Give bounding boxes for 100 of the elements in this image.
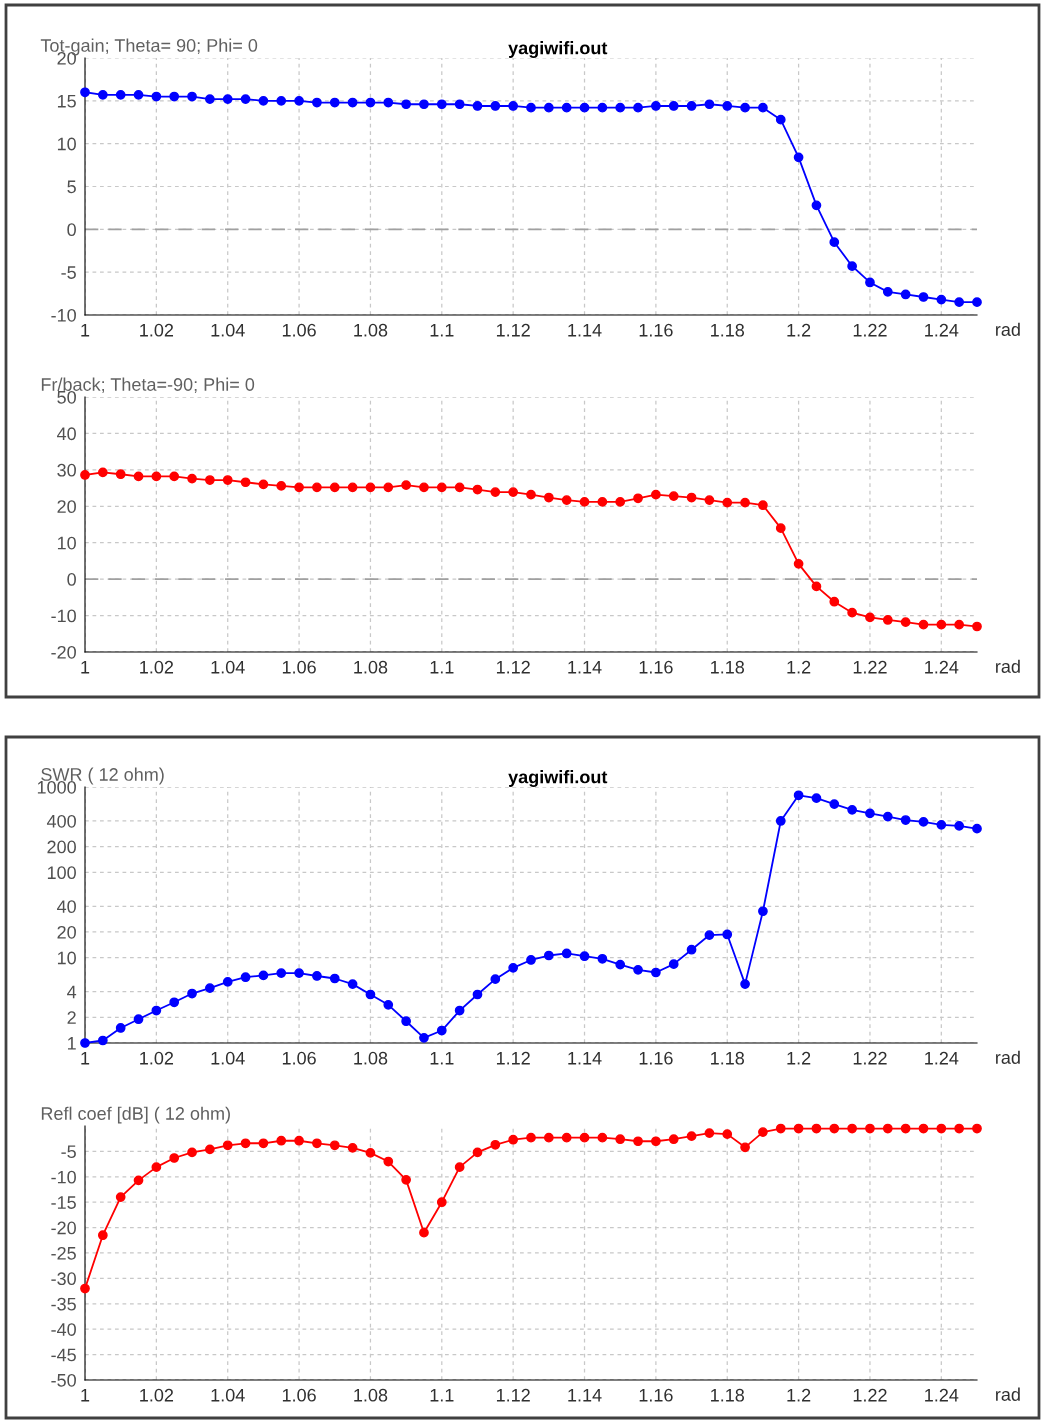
x-tick-label: 1.14 [568, 661, 602, 674]
point [829, 237, 840, 248]
point [633, 1136, 643, 1147]
x-tick-label: 1.12 [496, 323, 530, 337]
point [775, 816, 786, 826]
point [365, 989, 376, 1000]
x-tick-label: 1.24 [925, 660, 959, 674]
point [151, 471, 162, 482]
point [97, 1230, 108, 1241]
point [651, 489, 661, 500]
point [258, 479, 269, 490]
point [579, 951, 590, 962]
x-tick-label: 1.08 [354, 660, 388, 674]
point [205, 475, 215, 485]
point [686, 944, 697, 955]
point [900, 289, 911, 300]
x-tick-label: 1.04 [211, 1051, 245, 1065]
point [651, 967, 661, 978]
x-tick-label: 1.22 [853, 1388, 887, 1402]
y-tick-label: -25 [51, 1246, 76, 1260]
point [972, 297, 982, 308]
point [115, 469, 126, 480]
point [133, 1175, 144, 1186]
x-tick-label: 1.16 [639, 1388, 673, 1402]
y-tick-label: -30 [51, 1272, 76, 1286]
y-tick-label: 0 [67, 223, 76, 237]
point [615, 497, 626, 507]
y-tick-label: 40 [57, 427, 76, 441]
point [472, 989, 483, 1000]
y-tick-label: 30 [57, 463, 76, 477]
point [312, 97, 322, 108]
y-tick-label: -35 [51, 1297, 76, 1311]
point [847, 261, 857, 272]
y-tick-label: 200 [47, 840, 76, 854]
point [865, 1123, 875, 1134]
x-tick-label: 1.14 [568, 324, 602, 337]
point [597, 1132, 608, 1143]
y-tick-label: -10 [51, 1170, 76, 1184]
point [187, 91, 197, 102]
point [918, 619, 929, 630]
point [936, 820, 947, 830]
point [436, 1197, 447, 1208]
point [758, 500, 768, 511]
y-tick-label: 15 [57, 94, 76, 108]
point [80, 470, 90, 480]
point [615, 959, 626, 970]
x-axis-title: rad [996, 659, 1020, 673]
y-tick-label: 100 [47, 866, 76, 880]
point [954, 297, 965, 308]
point [704, 495, 715, 505]
x-axis-title: rad [996, 1387, 1020, 1401]
point [793, 152, 804, 163]
point [579, 497, 590, 507]
point [347, 482, 358, 493]
point [294, 968, 304, 978]
point [187, 988, 197, 999]
point [240, 94, 251, 104]
y-tick-label: -50 [51, 1373, 76, 1387]
point [419, 482, 429, 493]
point [829, 799, 840, 809]
x-tick-label: 1.24 [925, 1388, 959, 1402]
y-tick-label: 10 [57, 951, 76, 965]
point [383, 97, 394, 108]
point [704, 930, 715, 940]
point [187, 473, 197, 484]
point [918, 817, 929, 827]
point [758, 102, 768, 113]
point [436, 99, 447, 110]
point [972, 1123, 982, 1134]
point [294, 482, 304, 493]
point [347, 97, 358, 108]
point [258, 95, 269, 106]
point [472, 484, 483, 495]
y-tick-label: -20 [51, 1221, 76, 1235]
point [740, 497, 750, 508]
point [633, 102, 643, 113]
point [668, 1134, 679, 1145]
point [918, 292, 929, 302]
point [918, 1123, 929, 1134]
point [740, 102, 750, 113]
x-tick-label: 1 [81, 661, 90, 674]
point [847, 607, 857, 618]
x-tick-label: 1.2 [787, 660, 811, 674]
point [97, 467, 108, 478]
point [900, 617, 911, 627]
x-tick-label: 1.16 [639, 660, 673, 674]
point [169, 91, 180, 102]
chart-title: yagiwifi.out [508, 770, 608, 787]
point [704, 99, 715, 110]
x-tick-label: 1.18 [711, 660, 745, 674]
point [436, 1025, 447, 1036]
point [543, 950, 554, 961]
point [847, 804, 857, 815]
point [508, 101, 519, 111]
x-tick-label: 1.12 [496, 1051, 530, 1065]
x-axis-title: rad [996, 1050, 1020, 1064]
point [686, 492, 697, 503]
point [722, 497, 733, 508]
point [151, 91, 162, 102]
point [508, 962, 519, 973]
